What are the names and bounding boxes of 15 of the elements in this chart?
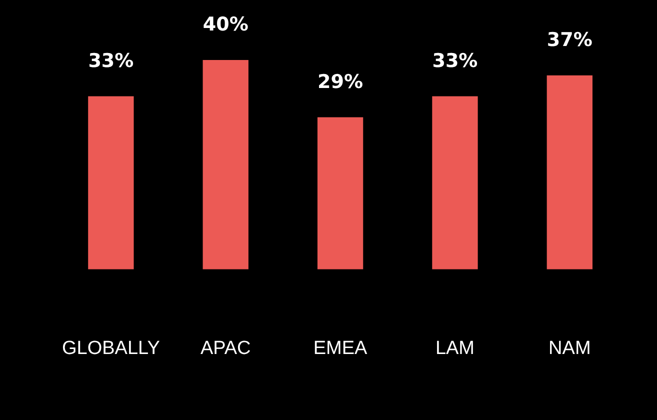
bar <box>202 60 248 270</box>
x-tick-label: EMEA <box>313 338 368 359</box>
data-label: 40% <box>202 13 248 36</box>
bar <box>546 75 592 270</box>
bar <box>432 96 478 270</box>
data-label: 33% <box>432 50 478 72</box>
x-tick-label: NAM <box>548 338 591 359</box>
bar <box>88 96 134 270</box>
x-tick-label: APAC <box>200 338 251 359</box>
data-label: 37% <box>546 29 592 52</box>
bar <box>317 117 364 270</box>
data-label: 29% <box>318 70 364 93</box>
x-tick-label: LAM <box>435 338 475 359</box>
x-tick-label: GLOBALLY <box>62 338 160 359</box>
data-label: 33% <box>88 50 134 72</box>
